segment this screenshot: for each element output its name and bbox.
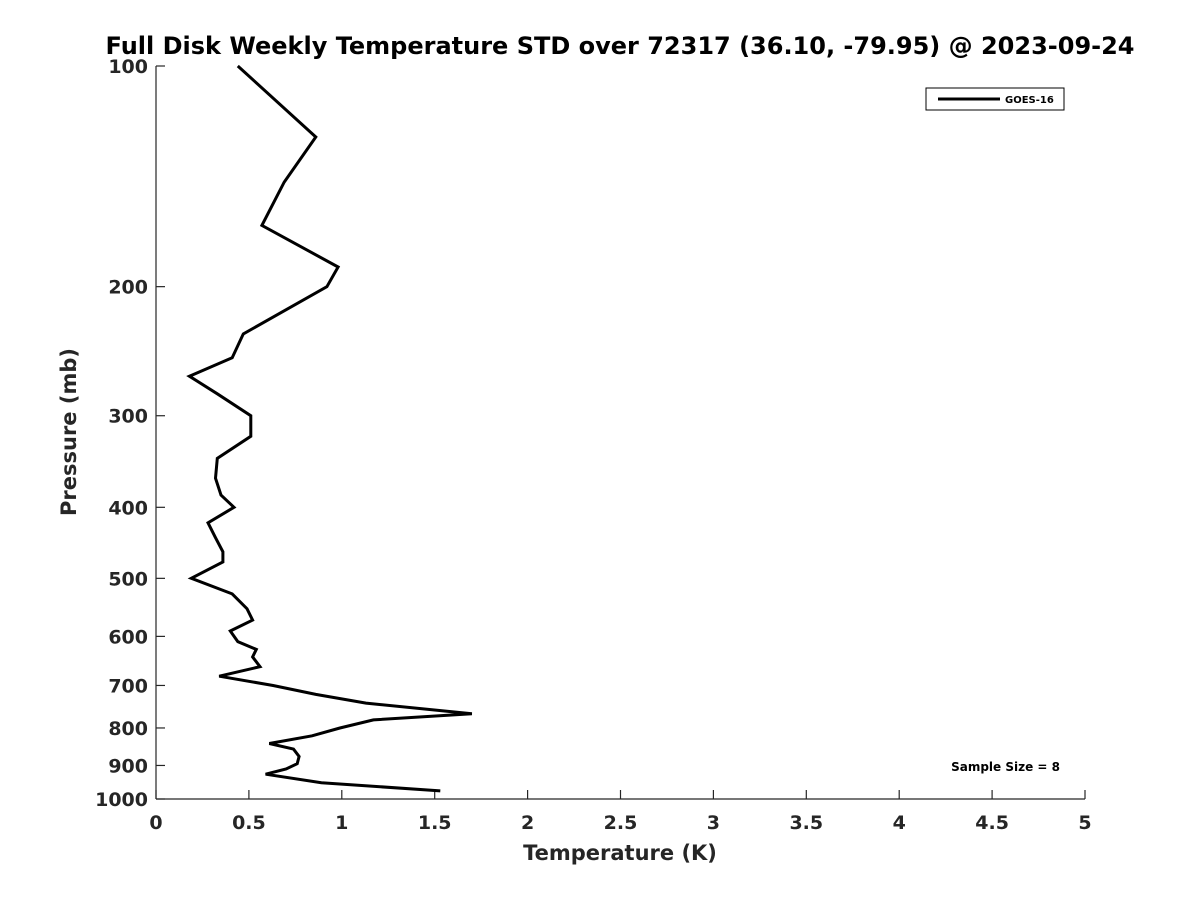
y-tick-label: 400 bbox=[108, 497, 148, 519]
x-tick-label: 2 bbox=[521, 812, 534, 834]
y-axis-ticks: 100 200 300 400 500 600 700 800 900 1000 bbox=[95, 56, 165, 811]
x-tick-label: 4 bbox=[893, 812, 906, 834]
x-tick-label: 2.5 bbox=[604, 812, 638, 834]
legend-entry-goes-16: GOES-16 bbox=[1005, 95, 1054, 106]
y-tick-label: 800 bbox=[108, 718, 148, 740]
x-axis-label: Temperature (K) bbox=[523, 841, 717, 865]
y-tick-label: 500 bbox=[108, 568, 148, 590]
x-tick-label: 1 bbox=[335, 812, 348, 834]
chart-title: Full Disk Weekly Temperature STD over 72… bbox=[106, 32, 1135, 60]
plot-area bbox=[156, 66, 1085, 799]
x-tick-label: 1.5 bbox=[418, 812, 452, 834]
x-tick-label: 3.5 bbox=[789, 812, 823, 834]
series-layer bbox=[186, 64, 473, 793]
legend: GOES-16 bbox=[925, 87, 1065, 111]
x-tick-label: 0 bbox=[149, 812, 162, 834]
y-tick-label: 1000 bbox=[95, 789, 148, 811]
sample-size-annotation: Sample Size = 8 bbox=[951, 760, 1060, 774]
x-tick-label: 4.5 bbox=[975, 812, 1009, 834]
x-tick-label: 0.5 bbox=[232, 812, 266, 834]
y-axis-label: Pressure (mb) bbox=[57, 348, 81, 516]
y-tick-label: 200 bbox=[108, 277, 148, 299]
x-axis-ticks: 0 0.5 1 1.5 2 2.5 3 3.5 4 4.5 5 bbox=[149, 790, 1092, 834]
y-tick-label: 100 bbox=[108, 56, 148, 78]
x-tick-label: 5 bbox=[1078, 812, 1091, 834]
x-tick-label: 3 bbox=[707, 812, 720, 834]
y-tick-label: 600 bbox=[108, 626, 148, 648]
y-tick-label: 300 bbox=[108, 406, 148, 428]
series-line-goes-16 bbox=[186, 64, 473, 793]
y-tick-label: 700 bbox=[108, 675, 148, 697]
y-tick-label: 900 bbox=[108, 755, 148, 777]
